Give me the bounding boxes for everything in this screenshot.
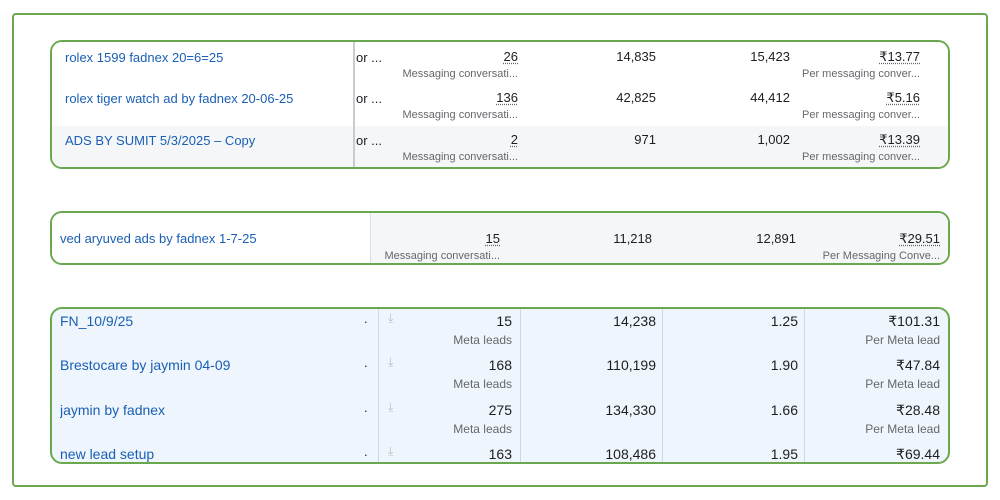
reach-value: 971 [634, 132, 656, 147]
results-type: Meta leads [453, 333, 512, 347]
download-icon[interactable]: ⤓ [388, 400, 394, 414]
cost-per-result-value[interactable]: ₹47.84 [896, 357, 940, 373]
cost-per-result-value[interactable]: ₹101.31 [888, 313, 940, 329]
reach-value: 11,218 [613, 231, 652, 246]
download-icon[interactable]: ⤓ [388, 355, 394, 369]
cost-per-result-value[interactable]: ₹28.48 [896, 402, 940, 418]
cost-per-result-value[interactable]: ₹5.16 [886, 90, 920, 105]
frequency-value: 1.95 [770, 446, 798, 462]
results-type: Messaging conversati... [402, 151, 518, 163]
frequency-value: 1.25 [770, 313, 798, 329]
download-icon[interactable]: ⤓ [388, 311, 394, 325]
table-row[interactable]: rolex tiger watch ad by fadnex 20-06-25 … [52, 84, 948, 126]
delivery-status: . [364, 444, 368, 459]
column-divider [662, 309, 663, 462]
results-type: Meta leads [453, 422, 512, 436]
reach-value: 14,835 [616, 49, 656, 64]
table-row[interactable]: ADS BY SUMIT 5/3/2025 – Copy or ... 2 Me… [52, 126, 948, 167]
ad-name-link[interactable]: rolex 1599 fadnex 20=6=25 [65, 50, 224, 65]
column-divider [353, 42, 355, 84]
impressions-value: 1,002 [757, 132, 790, 147]
column-divider [520, 309, 521, 462]
delivery-status: or ... [356, 91, 383, 106]
column-divider [370, 213, 371, 263]
table-row[interactable]: FN_10/9/25 . ⤓ 15 Meta leads 14,238 1.25… [52, 309, 948, 353]
results-value[interactable]: 15 [485, 231, 500, 246]
results-value[interactable]: 26 [503, 49, 518, 64]
column-divider [353, 126, 355, 167]
delivery-status: . [364, 311, 368, 326]
results-type: Messaging conversati... [402, 68, 518, 80]
table-row[interactable]: Brestocare by jaymin 04-09 . ⤓ 168 Meta … [52, 353, 948, 398]
ad-name-link[interactable]: jaymin by fadnex [60, 402, 166, 418]
cost-per-result-value[interactable]: ₹69.44 [896, 446, 940, 462]
table-row[interactable]: rolex 1599 fadnex 20=6=25 or ... 26 Mess… [52, 42, 948, 84]
impressions-value: 15,423 [750, 49, 790, 64]
results-value[interactable]: 168 [488, 357, 512, 373]
reach-value: 110,199 [606, 357, 656, 373]
impressions-value: 44,412 [750, 90, 790, 105]
results-value[interactable]: 2 [510, 132, 518, 147]
cost-per-result-type: Per messaging conver... [801, 68, 920, 80]
results-type: Messaging conversati... [384, 250, 500, 262]
reach-value: 108,486 [605, 446, 656, 462]
results-value[interactable]: 15 [496, 313, 512, 329]
cost-per-result-type: Per Meta lead [865, 377, 940, 391]
results-cell: 15 Messaging conversati... [370, 213, 514, 263]
table-row[interactable]: jaymin by fadnex . ⤓ 275 Meta leads 134,… [52, 398, 948, 443]
results-value[interactable]: 136 [496, 90, 518, 105]
cost-per-result-value[interactable]: ₹13.77 [879, 49, 920, 64]
table-row[interactable]: new lead setup . ⤓ 163 108,486 1.95 ₹69.… [52, 443, 948, 462]
ads-group-single: ved aryuved ads by fadnex 1-7-25 15 Mess… [50, 211, 950, 265]
reach-value: 42,825 [616, 90, 656, 105]
ad-name-link[interactable]: ved aryuved ads by fadnex 1-7-25 [60, 231, 257, 246]
ad-name-link[interactable]: ADS BY SUMIT 5/3/2025 – Copy [65, 133, 256, 148]
ad-name-link[interactable]: FN_10/9/25 [60, 313, 134, 329]
cost-per-result-type: Per Meta lead [865, 422, 940, 436]
results-value[interactable]: 275 [488, 402, 512, 418]
results-type: Meta leads [453, 377, 512, 391]
cost-per-result-type: Per Messaging Conve... [822, 250, 940, 262]
download-icon[interactable]: ⤓ [388, 444, 394, 458]
table-row[interactable]: ved aryuved ads by fadnex 1-7-25 15 Mess… [52, 213, 948, 263]
cost-per-result-value[interactable]: ₹13.39 [879, 132, 920, 147]
ad-name-link[interactable]: new lead setup [60, 446, 155, 462]
ad-name-link[interactable]: Brestocare by jaymin 04-09 [60, 357, 231, 373]
cost-per-result-type: Per messaging conver... [801, 151, 920, 163]
ads-group-messaging: rolex 1599 fadnex 20=6=25 or ... 26 Mess… [50, 40, 950, 169]
results-value[interactable]: 163 [488, 446, 512, 462]
column-divider [804, 309, 805, 462]
delivery-status: or ... [356, 133, 383, 148]
column-divider [378, 309, 379, 462]
results-type: Messaging conversati... [402, 109, 518, 121]
ad-name-link[interactable]: rolex tiger watch ad by fadnex 20-06-25 [65, 91, 294, 106]
delivery-status: or ... [356, 50, 383, 65]
frequency-value: 1.90 [770, 357, 798, 373]
delivery-status: . [364, 355, 368, 370]
delivery-status: . [364, 400, 368, 415]
cost-per-result-type: Per Meta lead [865, 333, 940, 347]
impressions-value: 12,891 [756, 231, 796, 246]
ads-group-leads: FN_10/9/25 . ⤓ 15 Meta leads 14,238 1.25… [50, 307, 950, 464]
reach-value: 14,238 [613, 313, 656, 329]
frequency-value: 1.66 [770, 402, 798, 418]
reach-value: 134,330 [605, 402, 656, 418]
cost-per-result-type: Per messaging conver... [801, 109, 920, 121]
column-divider [353, 84, 355, 126]
cost-per-result-value[interactable]: ₹29.51 [899, 231, 940, 246]
